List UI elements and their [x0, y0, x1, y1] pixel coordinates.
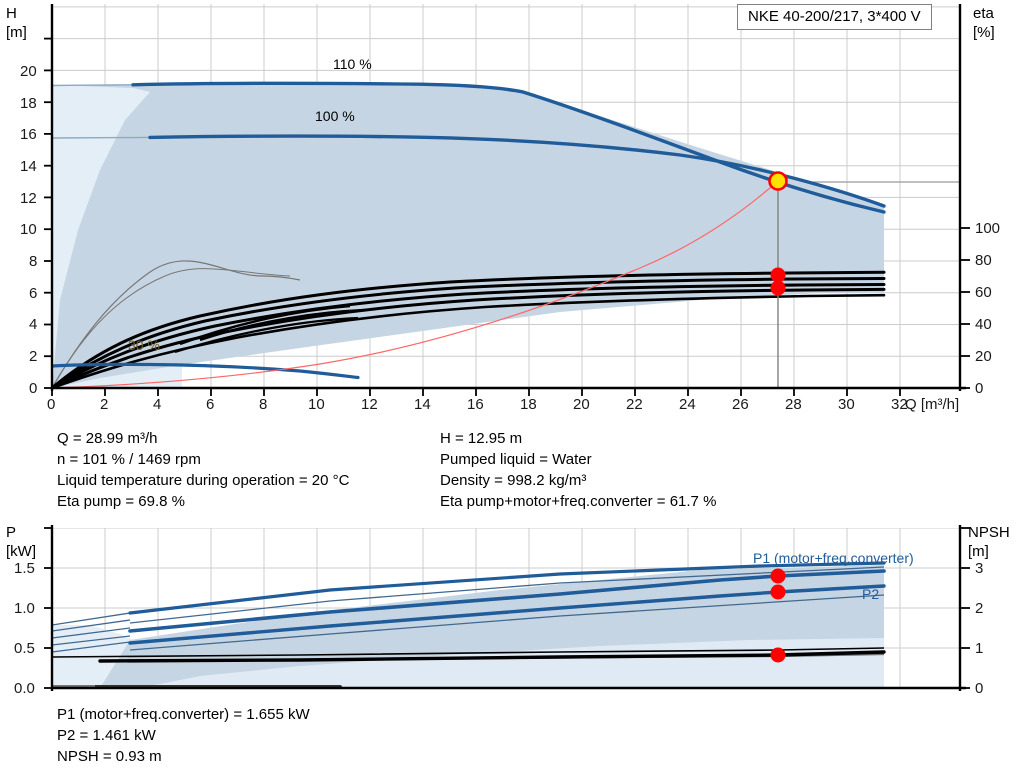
main-x-tick-18: 18 [520, 396, 537, 413]
main-x-tick-12: 12 [361, 396, 378, 413]
power-y-left-axis-title: P [kW] [6, 524, 36, 560]
eta-tick-80: 80 [975, 252, 992, 269]
eta-tick-100: 100 [975, 220, 1001, 237]
main-y-tick-10: 10 [20, 221, 37, 238]
power-y-tick-0: 0.0 [14, 680, 35, 697]
main-x-tick-10: 10 [308, 396, 325, 413]
main-x-tick-24: 24 [679, 396, 696, 413]
eta-tick-20: 20 [975, 348, 992, 365]
main-y-tick-18: 18 [20, 95, 37, 112]
eta-tick-40: 40 [975, 316, 992, 333]
power-y-right-axis-title: NPSH [m] [968, 524, 1010, 560]
main-x-tick-22: 22 [626, 396, 643, 413]
main-x-tick-16: 16 [467, 396, 484, 413]
main-y-tick-16: 16 [20, 126, 37, 143]
duty-info-speed: n = 101 % / 1469 rpm [57, 451, 201, 468]
power-chart-curves [52, 561, 886, 688]
power-info-p2: P2 = 1.461 kW [57, 727, 156, 744]
npsh-tick-1: 1 [975, 640, 984, 657]
power-duty-markers [770, 568, 786, 663]
eta-tick-0: 0 [975, 380, 984, 397]
main-y-tick-0: 0 [29, 380, 38, 397]
main-duty-markers [768, 171, 788, 296]
main-y-tick-8: 8 [29, 253, 38, 270]
power-y-tick-15: 1.5 [14, 560, 35, 577]
eta-total-marker [770, 280, 786, 296]
duty-info-etapump: Eta pump = 69.8 % [57, 493, 185, 510]
npsh-tick-2: 2 [975, 600, 984, 617]
npsh-duty-marker [770, 647, 786, 663]
pump-model-title: NKE 40-200/217, 3*400 V [737, 4, 932, 30]
curve-label-30-percent: 30 % [128, 337, 160, 353]
power-info-npsh: NPSH = 0.93 m [57, 748, 162, 765]
main-x-tick-32: 32 [891, 396, 908, 413]
power-y-tick-10: 1.0 [14, 600, 35, 617]
curve-label-p1: P1 (motor+freq.converter) [753, 550, 914, 566]
main-x-tick-20: 20 [573, 396, 590, 413]
main-chart-curves [52, 81, 886, 388]
npsh-tick-3: 3 [975, 560, 984, 577]
duty-info-etatotal: Eta pump+motor+freq.converter = 61.7 % [440, 493, 717, 510]
main-y-tick-14: 14 [20, 158, 37, 175]
duty-info-density: Density = 998.2 kg/m³ [440, 472, 587, 489]
duty-info-q: Q = 28.99 m³/h [57, 430, 158, 447]
duty-info-temp: Liquid temperature during operation = 20… [57, 472, 350, 489]
main-y-left-axis-title: H [m] [6, 5, 27, 41]
main-y-tick-6: 6 [29, 285, 38, 302]
power-chart-axes [44, 525, 970, 691]
curve-label-100-percent: 100 % [315, 108, 355, 124]
main-x-tick-30: 30 [838, 396, 855, 413]
power-info-p1: P1 (motor+freq.converter) = 1.655 kW [57, 706, 310, 723]
duty-point-marker [768, 171, 788, 191]
main-y-tick-12: 12 [20, 190, 37, 207]
power-y-tick-05: 0.5 [14, 640, 35, 657]
main-y-right-axis-title: eta [%] [973, 5, 995, 41]
main-x-tick-28: 28 [785, 396, 802, 413]
main-x-tick-26: 26 [732, 396, 749, 413]
main-y-tick-20: 20 [20, 63, 37, 80]
duty-info-liquid: Pumped liquid = Water [440, 451, 592, 468]
main-chart-axes [44, 4, 970, 396]
main-x-tick-4: 4 [153, 396, 162, 413]
npsh-tick-0: 0 [975, 680, 984, 697]
duty-info-h: H = 12.95 m [440, 430, 523, 447]
p1-duty-marker [770, 568, 786, 584]
main-x-axis-title: Q [m³/h] [905, 396, 960, 413]
eta-pump-marker [770, 267, 786, 283]
main-x-tick-6: 6 [206, 396, 215, 413]
curve-label-110-percent: 110 % [333, 56, 372, 72]
eta-tick-60: 60 [975, 284, 992, 301]
main-x-tick-0: 0 [47, 396, 56, 413]
main-y-tick-2: 2 [29, 348, 38, 365]
curve-label-p2: P2 [862, 586, 880, 602]
main-y-tick-4: 4 [29, 316, 38, 333]
p2-duty-marker [770, 584, 786, 600]
main-x-tick-2: 2 [100, 396, 109, 413]
main-x-tick-14: 14 [414, 396, 431, 413]
main-x-tick-8: 8 [259, 396, 268, 413]
